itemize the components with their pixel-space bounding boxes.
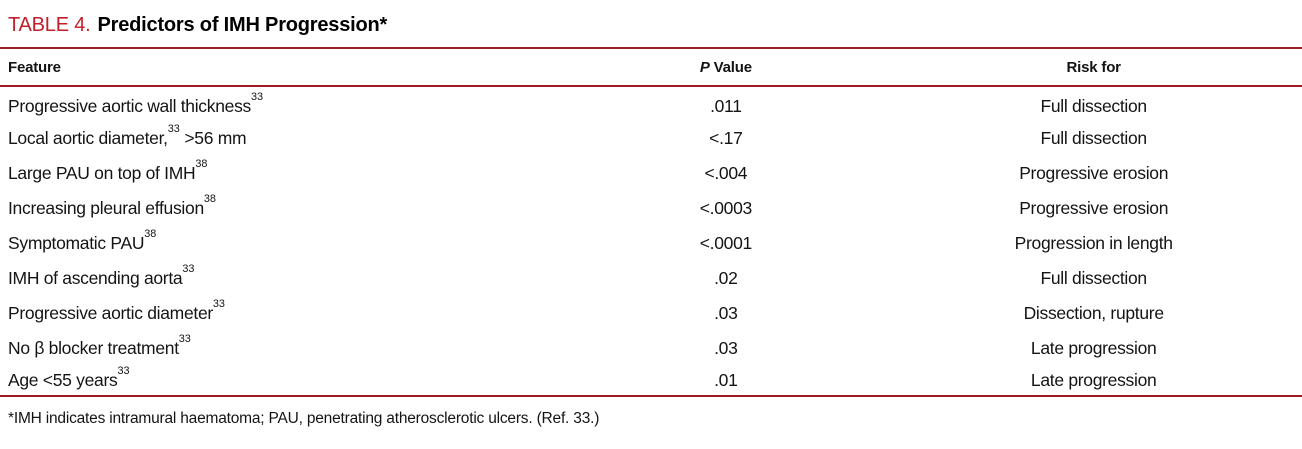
p-value-cell: .01 [714,370,738,390]
feature-cell: Local aortic diameter,33 >56 mm [0,121,566,156]
feature-text: Progressive aortic wall thickness [8,96,251,116]
feature-text: Local aortic diameter, [8,128,168,148]
risk-for-cell: Full dissection [1040,128,1147,148]
risk-for-cell: Full dissection [1040,96,1147,116]
column-header-p-value: P Value [566,48,885,86]
predictors-table: Feature P Value Risk for Progressive aor… [0,47,1302,397]
feature-cell: Increasing pleural effusion38 [0,191,566,226]
feature-text: Age <55 years [8,370,118,390]
reference-superscript: 38 [144,227,157,240]
table-row: Age <55 years33 .01 Late progression [0,364,1302,396]
reference-superscript: 38 [195,157,208,170]
header-row: Feature P Value Risk for [0,48,1302,86]
p-value-italic-p: P [699,58,710,76]
feature-text: Increasing pleural effusion [8,198,204,218]
feature-cell: Age <55 years33 [0,364,566,396]
p-value-cell: <.004 [704,163,748,183]
risk-for-cell: Progressive erosion [1019,163,1169,183]
risk-for-cell: Full dissection [1040,268,1147,288]
table-row: Local aortic diameter,33 >56 mm <.17 Full … [0,121,1302,156]
table-title-text: Predictors of IMH Progression* [97,14,388,36]
p-value-cell: <.0003 [699,198,753,218]
feature-text: Progressive aortic diameter [8,303,213,323]
table-row: Progressive aortic wall thickness33 .011 F… [0,86,1302,121]
table-row: No β blocker treatment33 .03 Late progress… [0,331,1302,366]
risk-for-cell: Progression in length [1014,233,1173,253]
table-row: Large PAU on top of IMH38 <.004 Progressiv… [0,156,1302,191]
feature-text: No β blocker treatment [8,338,179,358]
column-header-feature: Feature [8,58,61,76]
table-row: IMH of ascending aorta33 .02 Full dissecti… [0,261,1302,296]
feature-cell: IMH of ascending aorta33 [0,261,566,296]
reference-superscript: 33 [178,332,191,345]
reference-superscript: 33 [182,262,195,275]
reference-superscript: 33 [250,90,264,103]
table-number-label: TABLE 4. [8,14,91,36]
risk-for-cell: Late progression [1030,370,1157,390]
p-value-cell: .02 [714,268,738,288]
risk-for-cell: Late progression [1030,338,1157,358]
table-title: TABLE 4. Predictors of IMH Progression* [0,0,1302,47]
feature-text-suffix: >56 mm [179,128,247,148]
reference-superscript: 33 [167,122,180,135]
feature-cell: Progressive aortic diameter33 [0,296,566,331]
table-row: Progressive aortic diameter33 .03 Dissecti… [0,296,1302,331]
table-row: Increasing pleural effusion38 <.0003 Progr… [0,191,1302,226]
feature-text: Symptomatic PAU [8,233,145,253]
p-value-cell: .011 [710,96,742,116]
feature-cell: No β blocker treatment33 [0,331,566,366]
feature-text: Large PAU on top of IMH [8,163,196,183]
feature-text: IMH of ascending aorta [8,268,183,288]
p-value-cell: <.17 [709,128,743,148]
p-value-cell: .03 [714,338,738,358]
p-value-cell: <.0001 [699,233,753,253]
column-header-risk-for: Risk for [1066,58,1121,76]
table-footnote: *IMH indicates intramural haematoma; PAU… [8,410,600,427]
p-value-cell: .03 [714,303,738,323]
reference-superscript: 33 [117,364,130,377]
table-row: Symptomatic PAU38 <.0001 Progression in le… [0,226,1302,261]
risk-for-cell: Progressive erosion [1019,198,1169,218]
reference-superscript: 38 [203,192,216,205]
feature-cell: Symptomatic PAU38 [0,226,566,261]
p-value-rest: Value [709,58,752,76]
table-body: Progressive aortic wall thickness33.011 F… [0,86,1302,396]
feature-cell: Large PAU on top of IMH38 [0,156,566,191]
feature-cell: Progressive aortic wall thickness33 [0,86,566,121]
reference-superscript: 33 [212,297,225,310]
risk-for-cell: Dissection, rupture [1023,303,1165,323]
